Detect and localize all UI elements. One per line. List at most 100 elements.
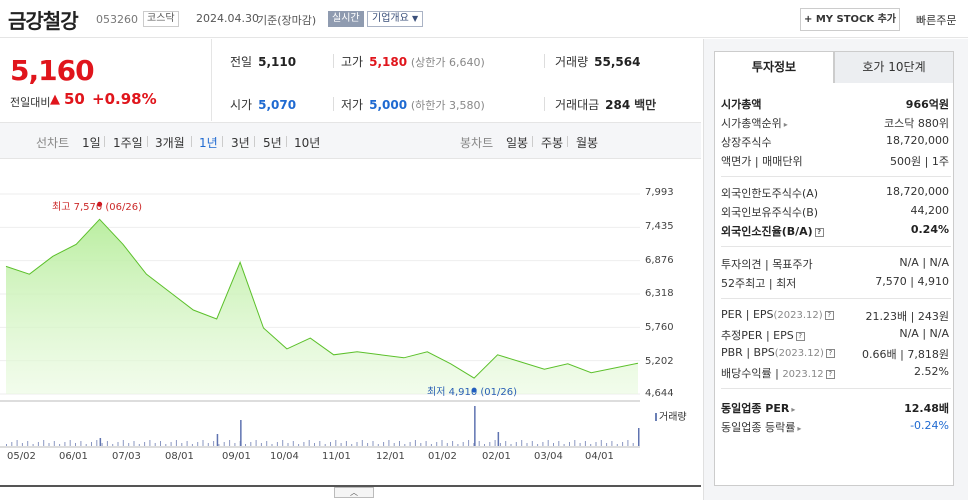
volume-bar	[452, 441, 454, 446]
help-icon[interactable]: ?	[825, 369, 835, 379]
volume-label: 거래량	[655, 408, 687, 423]
volume-bar	[91, 442, 92, 446]
volume-bar	[170, 442, 172, 446]
volume-bar	[521, 440, 523, 446]
volume-bar	[37, 442, 39, 446]
period-10y-button[interactable]: 10년	[294, 136, 321, 150]
volume-bar	[75, 443, 76, 446]
change-label: 전일대비	[10, 96, 51, 109]
help-icon[interactable]: ?	[825, 348, 835, 358]
quick-order-link[interactable]: 빠른주문	[916, 14, 957, 27]
volume-bar	[393, 443, 395, 446]
volume-bar	[197, 442, 199, 446]
volume-bar	[404, 444, 406, 446]
volume-bar	[234, 443, 236, 446]
volume-bar	[377, 444, 379, 446]
daily-candle-button[interactable]: 일봉	[506, 136, 529, 150]
help-icon[interactable]: ?	[795, 331, 805, 341]
volume-bar	[27, 441, 29, 446]
row-market-cap-rank[interactable]: 시가총액순위 ▸ 코스닥 880위	[721, 117, 949, 130]
volume-bar	[531, 441, 533, 446]
volume-bar	[409, 442, 411, 446]
price-area	[6, 219, 638, 394]
stat-prev-close: 전일 5,110	[230, 55, 297, 69]
volume-bar	[632, 443, 634, 446]
monthly-candle-button[interactable]: 월봉	[576, 136, 599, 150]
volume-bar	[558, 441, 560, 446]
volume-bar	[133, 441, 135, 446]
row-sector-change[interactable]: 동일업종 등락률 ▸ -0.24%	[721, 419, 949, 434]
chart-high-annotation: 최고 7,570 (06/26)	[52, 202, 143, 213]
x-tick-label: 07/03	[112, 451, 141, 462]
volume-bar	[547, 440, 549, 446]
row-listed-shares: 상장주식수 18,720,000	[721, 134, 949, 149]
volume-bar	[367, 443, 369, 446]
period-3m-button[interactable]: 3개월	[155, 136, 185, 150]
volume-bar	[436, 442, 438, 446]
add-my-stock-button[interactable]: + MY STOCK 추가	[800, 8, 900, 31]
help-icon[interactable]: ?	[814, 227, 824, 237]
volume-bar	[117, 442, 119, 446]
company-overview-dropdown[interactable]: 기업개요 ▼	[367, 11, 424, 27]
volume-bar	[292, 441, 294, 446]
volume-bar	[160, 441, 161, 446]
volume-bar	[165, 444, 167, 446]
volume-bar	[21, 443, 23, 446]
period-3y-button[interactable]: 3년	[231, 136, 250, 150]
period-1y-button[interactable]: 1년	[199, 136, 218, 150]
volume-bar	[446, 443, 448, 446]
weekly-candle-button[interactable]: 주봉	[541, 136, 564, 150]
volume-bar	[430, 444, 432, 446]
row-sector-per[interactable]: 동일업종 PER ▸ 12.48배	[721, 402, 949, 415]
volume-bar	[563, 444, 565, 446]
volume-bar	[43, 440, 45, 446]
volume-bar	[474, 406, 476, 446]
volume-bar	[266, 441, 268, 446]
x-tick-label: 10/04	[270, 451, 299, 462]
volume-bar	[80, 441, 82, 446]
x-tick-label: 12/01	[376, 451, 405, 462]
volume-bar	[186, 441, 188, 446]
period-1w-button[interactable]: 1주일	[113, 136, 143, 150]
x-tick-label: 01/02	[428, 451, 457, 462]
volume-bar	[202, 440, 204, 446]
volume-bar	[154, 443, 156, 446]
volume-bar	[6, 444, 7, 446]
volume-bar	[537, 444, 539, 446]
volume-bar	[579, 443, 581, 446]
volume-bar	[175, 440, 177, 446]
volume-bar	[425, 441, 427, 446]
stock-header: 금강철강 053260 코스닥 2024.04.30 기준(장마감) 실시간 기…	[0, 0, 968, 38]
tab-order-book[interactable]: 호가 10단계	[834, 51, 954, 84]
row-opinion-target: 투자의견 | 목표주가 N/A | N/A	[721, 256, 949, 271]
volume-bar	[303, 442, 305, 446]
realtime-badge[interactable]: 실시간	[328, 11, 364, 27]
volume-bar	[590, 444, 592, 446]
line-chart-label: 선차트	[36, 136, 70, 150]
volume-bar	[616, 444, 618, 446]
volume-bar	[112, 444, 114, 446]
row-per-eps: PER | EPS(2023.12)? 21.23배 | 243원	[721, 308, 949, 323]
caret-right-icon: ▸	[783, 120, 788, 129]
row-dividend-yield: 배당수익률 | 2023.12? 2.52%	[721, 365, 949, 380]
volume-bar	[144, 442, 146, 446]
volume-bar	[96, 440, 98, 446]
period-1d-button[interactable]: 1일	[82, 136, 101, 150]
volume-bar	[149, 440, 151, 446]
volume-bar	[356, 442, 358, 446]
chart-collapse-button[interactable]: ︿	[334, 487, 374, 498]
price-line	[5, 218, 639, 379]
tab-investment-info[interactable]: 투자정보	[714, 51, 834, 84]
volume-bar	[271, 444, 273, 446]
volume-bar	[510, 444, 512, 446]
period-5y-button[interactable]: 5년	[263, 136, 282, 150]
candle-chart-label: 봉차트	[460, 136, 494, 150]
volume-bar-icon	[655, 413, 657, 421]
volume-bar	[553, 443, 554, 446]
volume-bar	[351, 444, 353, 446]
caret-right-icon: ▸	[791, 405, 796, 414]
volume-bar	[489, 442, 491, 446]
help-icon[interactable]: ?	[824, 310, 834, 320]
volume-bar	[298, 444, 300, 446]
volume-bar	[287, 443, 289, 446]
